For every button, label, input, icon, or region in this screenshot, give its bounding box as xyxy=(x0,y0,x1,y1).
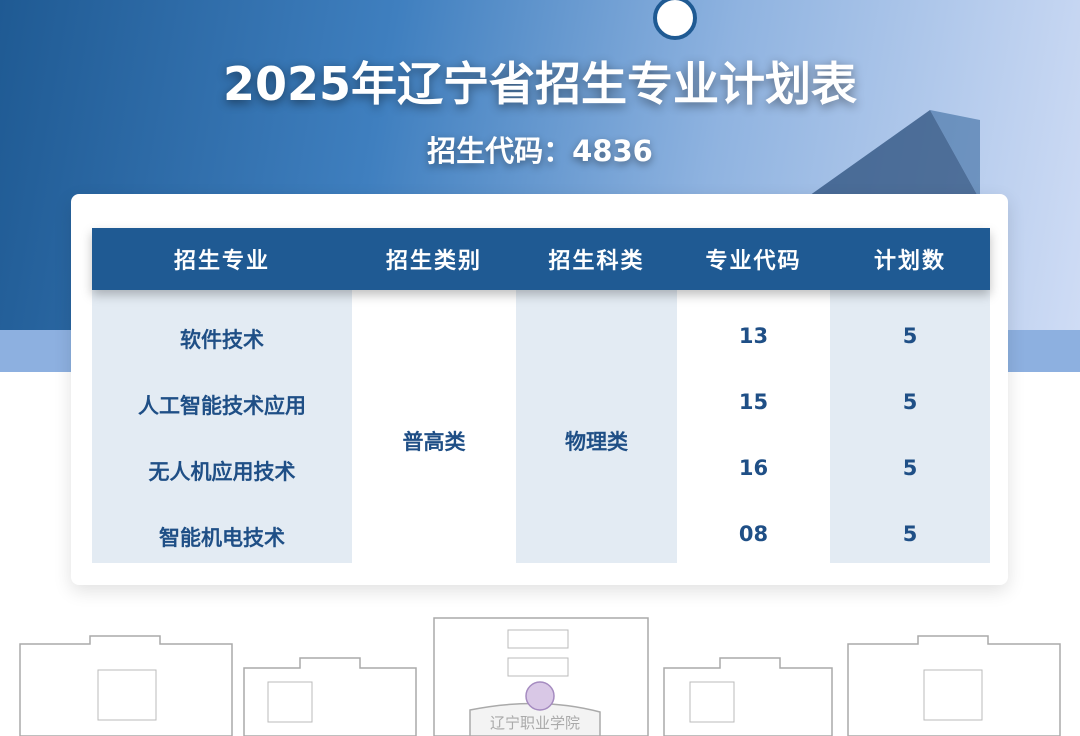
plan-cell: 5 xyxy=(902,390,918,414)
plan-cell: 5 xyxy=(902,324,918,348)
enrollment-code: 招生代码：4836 xyxy=(427,134,653,168)
major-cell: 人工智能技术应用 xyxy=(138,394,306,418)
major-cell: 软件技术 xyxy=(180,328,264,352)
header-major: 招生专业 xyxy=(173,249,270,274)
major-cell: 无人机应用技术 xyxy=(148,460,296,484)
plan-cell: 5 xyxy=(902,522,918,546)
campus-skyline-illustration: 辽宁职业学院 xyxy=(19,617,1061,736)
header-subject: 招生科类 xyxy=(548,249,645,274)
code-cell: 15 xyxy=(738,390,769,414)
code-cell: 16 xyxy=(738,456,769,480)
page-title: 2025年辽宁省招生专业计划表 xyxy=(222,57,858,111)
school-emblem-icon xyxy=(653,0,697,40)
school-logo-text: 辽宁职业学院 xyxy=(490,714,580,732)
code-cell: 13 xyxy=(738,324,769,348)
code-column: 13 15 16 08 xyxy=(677,290,830,563)
header-category: 招生类别 xyxy=(385,249,482,274)
category-column: 普高类 xyxy=(352,290,516,563)
header-code: 专业代码 xyxy=(705,249,802,274)
header-plan: 计划数 xyxy=(873,249,946,274)
plan-column: 5 5 5 5 xyxy=(830,290,990,563)
table-header: 招生专业 招生类别 招生科类 专业代码 计划数 xyxy=(92,228,990,290)
subject-cell: 物理类 xyxy=(565,430,628,454)
category-cell: 普高类 xyxy=(402,430,466,454)
major-cell: 智能机电技术 xyxy=(159,526,285,550)
plan-cell: 5 xyxy=(902,456,918,480)
major-column: 软件技术 人工智能技术应用 无人机应用技术 智能机电技术 xyxy=(92,290,352,563)
code-cell: 08 xyxy=(738,522,769,546)
subject-column: 物理类 xyxy=(516,290,677,563)
